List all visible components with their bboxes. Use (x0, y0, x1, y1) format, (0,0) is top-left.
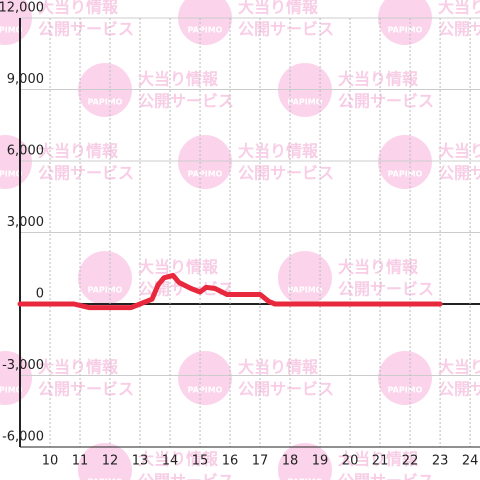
watermark-text: 公開サービス (438, 380, 480, 399)
watermark-text: 大当り情報 (138, 258, 219, 277)
watermark-circle (178, 0, 232, 45)
watermark-text: 公開サービス (138, 472, 234, 480)
x-tick-label: 15 (192, 454, 209, 469)
watermark-logo: PAPIMO (288, 98, 323, 107)
watermark-text: 大当り情報 (438, 358, 480, 377)
x-tick-label: 19 (312, 454, 329, 469)
x-tick-label: 22 (402, 454, 419, 469)
x-tick-label: 21 (372, 454, 389, 469)
y-tick-label: 6,000 (7, 144, 44, 159)
watermark-logo: PAPIMO (0, 26, 23, 35)
x-tick-label: 20 (342, 454, 359, 469)
watermark-text: 公開サービス (38, 20, 134, 39)
watermark-circle (0, 351, 32, 405)
watermark-text: 公開サービス (338, 280, 434, 299)
x-tick-label: 23 (432, 454, 449, 469)
x-tick-label: 13 (132, 454, 149, 469)
x-tick-label: 11 (72, 454, 89, 469)
watermark-text: 大当り情報 (38, 142, 119, 161)
watermark-circle (78, 443, 132, 480)
y-tick-label: 9,000 (7, 72, 44, 87)
watermark-circle (178, 135, 232, 189)
y-tick-label: 3,000 (7, 215, 44, 230)
watermark-circle (378, 0, 432, 45)
watermark-logo: PAPIMO (88, 286, 123, 295)
watermark-text: 公開サービス (38, 164, 134, 183)
y-tick-label: -6,000 (2, 430, 44, 445)
watermark-logo: PAPIMO (188, 170, 223, 179)
watermark-text: 公開サービス (438, 20, 480, 39)
watermark-text: 大当り情報 (438, 142, 480, 161)
watermark-text: 公開サービス (338, 92, 434, 111)
x-tick-label: 14 (162, 454, 179, 469)
watermark-logo: PAPIMO (88, 98, 123, 107)
watermark-circle (0, 135, 32, 189)
watermark-logo: PAPIMO (88, 478, 123, 480)
watermark-circle (0, 0, 32, 45)
watermark-text: 公開サービス (438, 164, 480, 183)
watermark-logo: PAPIMO (388, 170, 423, 179)
watermark-text: 大当り情報 (38, 0, 119, 17)
watermark-text: 大当り情報 (338, 258, 419, 277)
watermark-logo: PAPIMO (188, 26, 223, 35)
watermark-text: 大当り情報 (138, 70, 219, 89)
watermark-logo: PAPIMO (388, 386, 423, 395)
watermark-text: 公開サービス (338, 472, 434, 480)
watermark-circle (378, 135, 432, 189)
watermark-text: 大当り情報 (238, 142, 319, 161)
watermark-text: 大当り情報 (138, 450, 219, 469)
watermark-circle (278, 443, 332, 480)
y-tick-label: -3,000 (2, 358, 44, 373)
x-tick-label: 17 (252, 454, 269, 469)
watermark-circle (378, 351, 432, 405)
watermark-text: 大当り情報 (238, 0, 319, 17)
watermark-circle (278, 251, 332, 305)
watermark-text: 公開サービス (138, 280, 234, 299)
watermark-text: 大当り情報 (438, 0, 480, 17)
watermark-text: 大当り情報 (338, 450, 419, 469)
x-tick-label: 10 (42, 454, 59, 469)
y-tick-label: 12,000 (0, 1, 44, 16)
data-line (17, 272, 443, 311)
watermark-text: 公開サービス (238, 164, 334, 183)
watermark-circle (78, 251, 132, 305)
watermark-logo: PAPIMO (0, 170, 23, 179)
watermark-text: 公開サービス (238, 20, 334, 39)
watermark-logo: PAPIMO (0, 386, 23, 395)
y-tick-label: 0 (36, 287, 44, 302)
x-tick-label: 12 (102, 454, 119, 469)
watermark-logo: PAPIMO (288, 478, 323, 480)
watermark-text: 公開サービス (238, 380, 334, 399)
watermark-logo: PAPIMO (288, 286, 323, 295)
watermark-logo: PAPIMO (388, 26, 423, 35)
watermark-circle (178, 351, 232, 405)
watermark-text: 大当り情報 (238, 358, 319, 377)
x-tick-label: 24 (462, 454, 479, 469)
watermark-text: 大当り情報 (38, 358, 119, 377)
watermark-text: 公開サービス (38, 380, 134, 399)
watermark-text: 公開サービス (138, 92, 234, 111)
x-tick-label: 16 (222, 454, 239, 469)
x-tick-label: 18 (282, 454, 299, 469)
watermark-logo: PAPIMO (188, 386, 223, 395)
watermark-text: 大当り情報 (338, 70, 419, 89)
